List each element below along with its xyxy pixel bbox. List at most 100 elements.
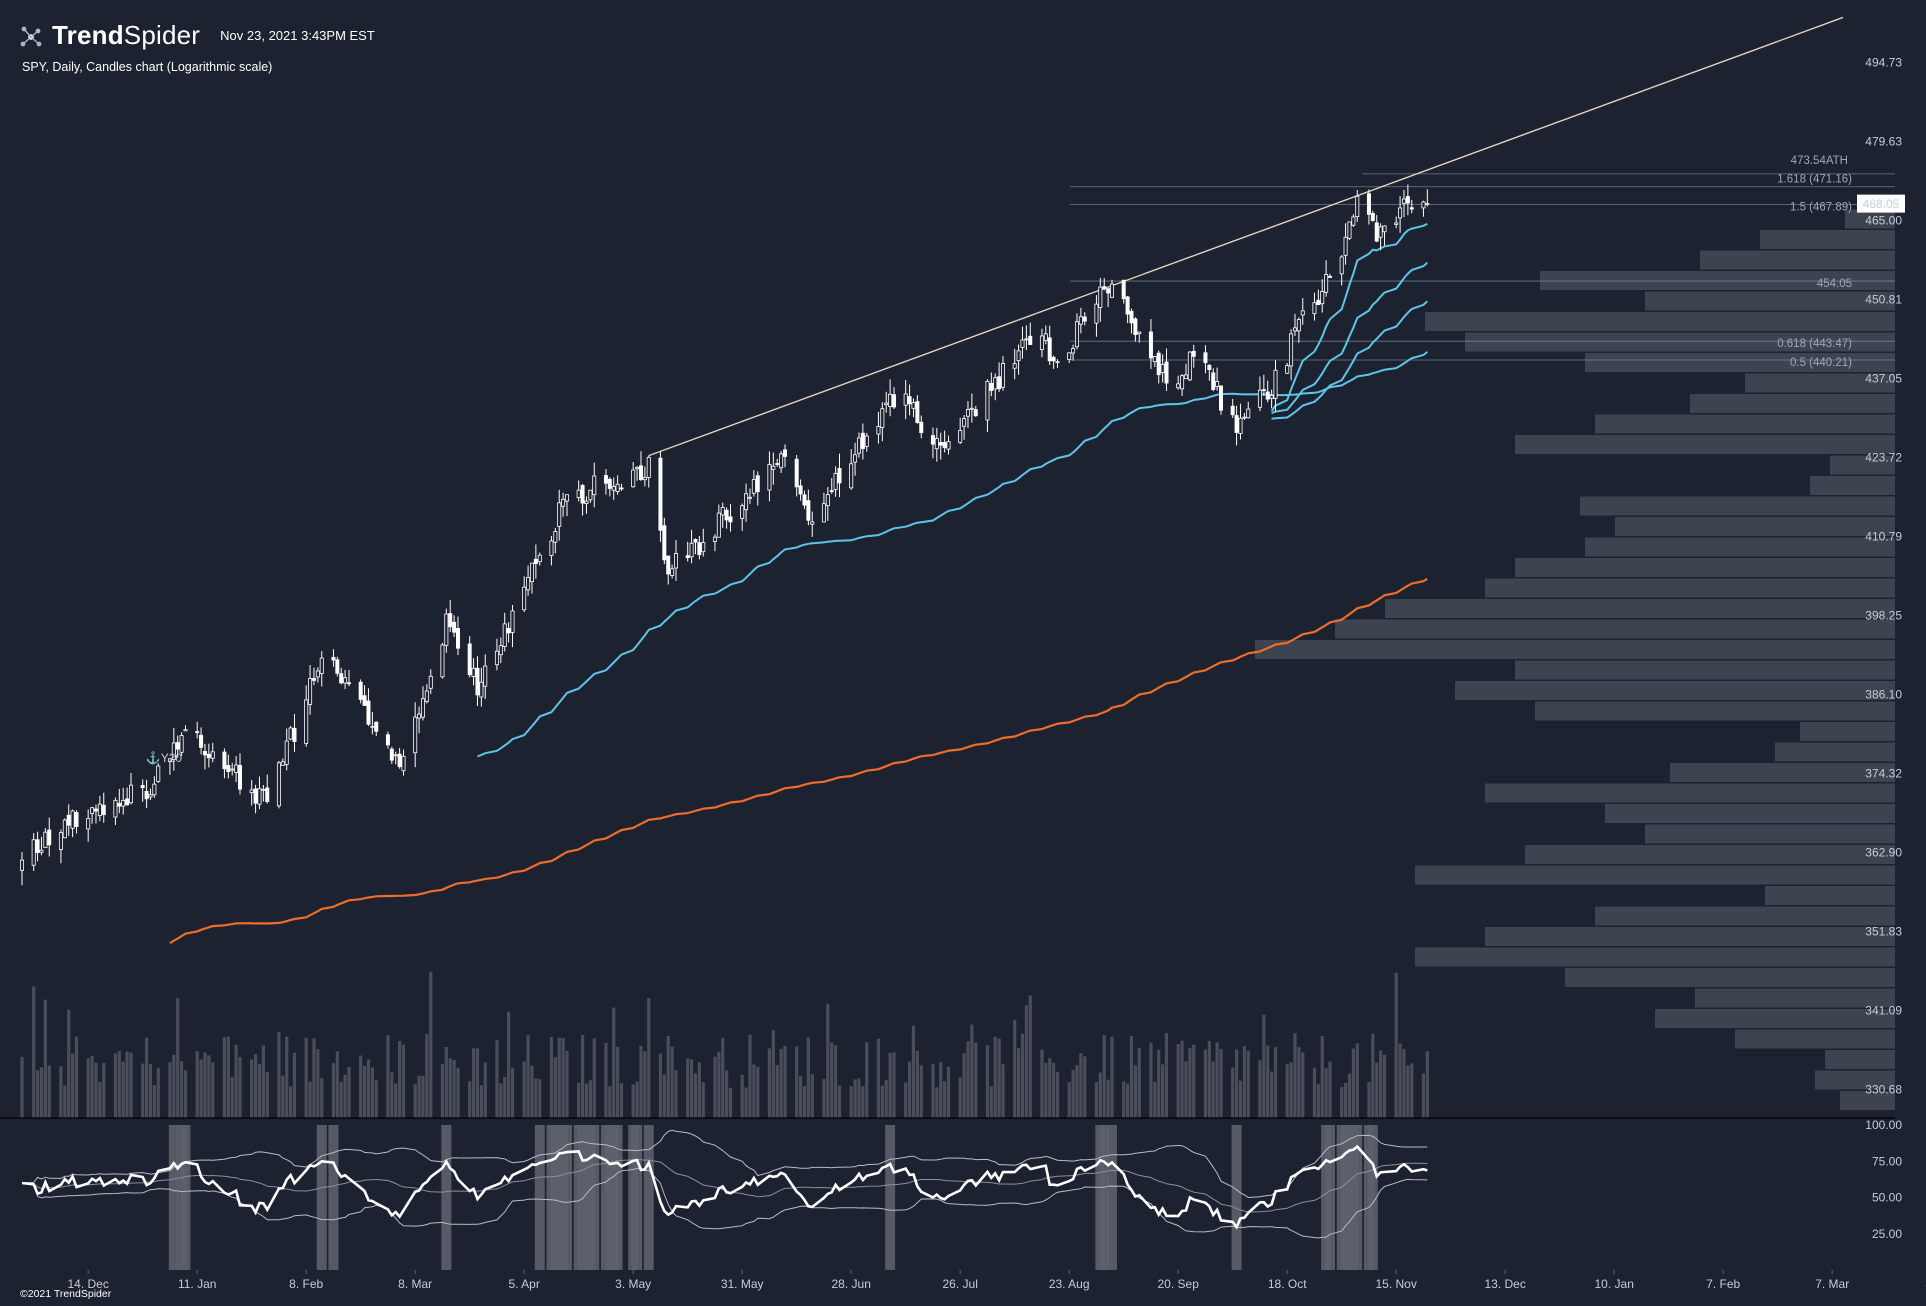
candle [798,479,803,501]
volume-bar [1234,1049,1239,1118]
candle-body [1394,222,1399,225]
volume-profile-bin [1845,209,1895,229]
candle-body [335,659,340,674]
candle-body [113,799,118,818]
volume-bar [1020,1033,1025,1118]
candle [685,541,690,562]
volume-bar [413,1083,417,1118]
candle [658,451,663,542]
candle-body [946,441,951,450]
candle-body [1098,286,1103,308]
candle-body [1028,335,1033,345]
volume-bar [1273,1047,1278,1118]
volume-profile-bin [1765,886,1895,905]
volume-profile [1255,209,1895,1110]
candle-body [1347,221,1352,239]
candle [498,637,503,664]
volume-bar [285,1036,289,1118]
candle [129,772,134,805]
volume-profile-bin [1800,722,1895,741]
volume-bar [1164,1033,1169,1118]
trendline [648,16,1844,457]
volume-bar [1238,1080,1243,1118]
candle [1374,215,1379,243]
volume-bar [1285,1064,1289,1118]
candle [1191,344,1196,368]
volume-bar [1219,1048,1223,1118]
candle-body [140,785,145,789]
candle-body [810,521,815,525]
rsi-highlight [1107,1125,1118,1270]
candle [319,651,324,687]
volume-bar [958,1077,962,1118]
candle [1024,325,1029,351]
candle [1382,225,1387,246]
volume-bar [335,1051,339,1118]
volume-bar [1347,1073,1352,1118]
volume-bar [401,1044,406,1118]
volume-bar [347,1066,351,1118]
candle-body [1129,310,1134,324]
candle [226,754,231,779]
candle [1133,317,1138,342]
candle [1028,322,1033,345]
candle [62,818,67,839]
volume-bar [635,1081,639,1118]
candle [806,489,811,526]
candle-body [1067,352,1072,360]
candle [825,487,830,521]
candle [179,732,184,756]
candle [93,804,98,824]
candle-body [1289,333,1294,367]
y-tick-label: 374.32 [1865,766,1902,780]
volume-profile-bin [1645,824,1895,844]
candle-body [129,784,134,804]
candle [417,706,422,734]
volume-bar [339,1082,343,1118]
candle-body [1055,361,1060,364]
candle-body [907,396,912,405]
volume-bar [1083,1056,1087,1118]
candle-body [498,645,503,656]
candle [374,721,379,737]
volume-bar [826,1003,830,1118]
candle [1324,260,1329,297]
network-nodes-icon [20,26,42,46]
volume-bar [689,1059,694,1118]
candle-body [685,555,690,559]
candle-body [97,803,102,816]
volume-bar [1410,1063,1414,1118]
candle-body [646,456,651,478]
candle-body [347,682,352,685]
volume-bar [289,1086,293,1118]
candle [1215,367,1220,391]
candle [1207,364,1212,381]
candle [965,401,970,429]
candle-body [580,485,585,504]
volume-bar [421,1075,425,1118]
volume-bar [580,1034,585,1118]
volume-profile-bin [1540,271,1895,290]
candle [607,477,612,497]
candle [611,477,616,500]
candle [553,527,558,554]
volume-bar [935,1087,939,1118]
volume-bar [1110,1036,1114,1118]
candle-body [202,750,207,756]
candle-body [74,812,79,827]
volume-bar [1367,1082,1371,1118]
volume-bar [1297,1047,1301,1118]
volume-bar [849,1086,853,1118]
candle [1001,356,1006,391]
candle-body [751,479,756,494]
volume-bar [468,1081,472,1118]
candle-body [389,748,394,761]
candle-body [942,442,947,448]
candle [1347,221,1352,241]
volume-bar [795,1046,799,1118]
volume-bar [779,1048,783,1118]
candle-body [1324,274,1329,293]
candle [1343,223,1348,265]
x-tick-label: 18. Oct [1268,1277,1307,1291]
